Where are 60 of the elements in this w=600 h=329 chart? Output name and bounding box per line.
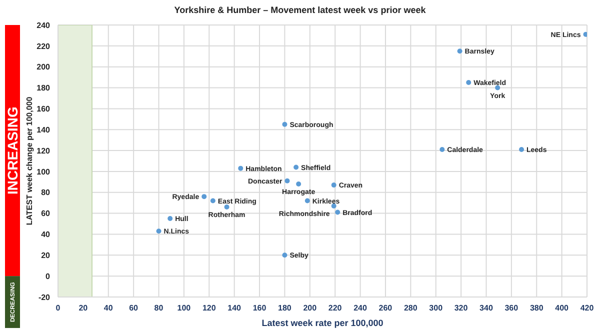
y-tick-label: 80 <box>41 188 51 198</box>
x-tick-label: 380 <box>530 304 544 313</box>
x-tick-label: 60 <box>129 304 139 313</box>
x-tick-label: 280 <box>404 304 418 313</box>
point <box>238 166 244 171</box>
y-tick-label: 40 <box>41 230 51 240</box>
y-tick-label: 20 <box>41 250 51 260</box>
point <box>282 122 288 127</box>
x-tick-label: 360 <box>504 304 519 313</box>
point <box>466 80 472 86</box>
x-tick-label: 140 <box>228 304 242 313</box>
point <box>335 210 340 215</box>
x-tick-label: 220 <box>328 304 342 313</box>
x-tick-label: 400 <box>555 304 570 313</box>
x-tick-label: 420 <box>580 304 594 313</box>
y-tick-label: 180 <box>36 84 51 93</box>
point <box>331 182 336 188</box>
y-tick-label: 200 <box>36 62 51 72</box>
point <box>583 32 587 37</box>
x-tick-label: 40 <box>104 304 114 313</box>
x-tick-label: 20 <box>78 304 88 313</box>
y-tick-label: 220 <box>36 42 51 51</box>
text: INCREASING <box>4 106 20 194</box>
point <box>296 182 302 187</box>
x-tick-label: 160 <box>252 304 267 313</box>
y-tick-label: 140 <box>36 125 51 134</box>
y-tick-label: 0 <box>46 272 51 281</box>
x-tick-label: 180 <box>278 304 292 313</box>
x-tick-label: 120 <box>202 304 216 313</box>
point <box>457 48 462 54</box>
point <box>202 194 207 200</box>
y-tick-label: 160 <box>36 104 51 114</box>
x-tick-label: 200 <box>303 304 318 313</box>
point <box>282 252 288 258</box>
x-axis-title: Latest week rate per 100,000 <box>262 318 384 328</box>
point <box>210 198 216 204</box>
y-tick-label: 60 <box>41 209 51 218</box>
x-tick-label: 240 <box>354 304 368 313</box>
x-tick-label: 0 <box>56 304 61 313</box>
point <box>440 146 445 152</box>
point <box>284 178 290 184</box>
x-tick-label: 300 <box>429 304 444 313</box>
point <box>294 164 299 170</box>
point <box>519 146 524 152</box>
y-tick-label: 240 <box>36 20 51 30</box>
point <box>495 85 500 90</box>
point <box>168 216 173 222</box>
y-tick-label: 100 <box>36 167 51 176</box>
point <box>304 198 310 204</box>
x-tick-label: 320 <box>454 304 468 313</box>
chart-title: Yorkshire & Humber – Movement latest week vs prior week <box>174 5 427 15</box>
x-tick-label: 100 <box>177 304 192 313</box>
point <box>156 228 162 234</box>
x-tick-label: 80 <box>154 304 164 313</box>
x-tick-label: 260 <box>378 304 393 313</box>
y-tick-label: 120 <box>36 146 51 156</box>
x-tick-label: 340 <box>480 304 494 313</box>
y-axis-title: LATEST week change per 100,000 <box>25 96 34 226</box>
point <box>224 204 230 210</box>
y-tick-label: -20 <box>38 292 51 302</box>
